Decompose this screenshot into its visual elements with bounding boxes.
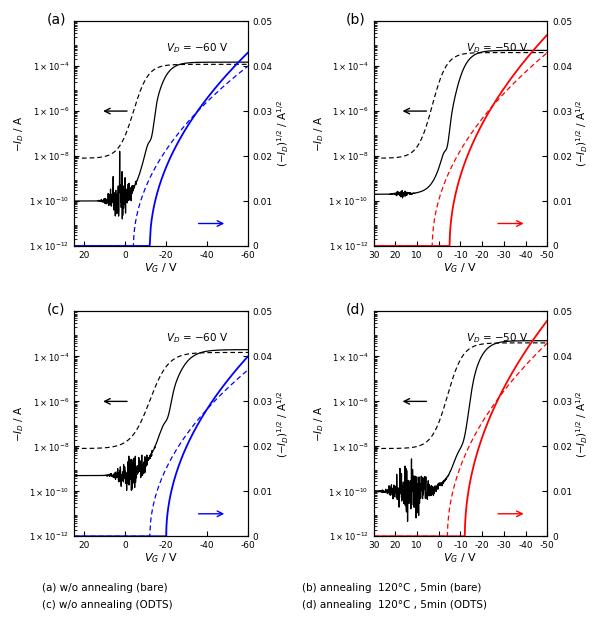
X-axis label: $V_G$ / V: $V_G$ / V bbox=[144, 261, 178, 275]
Text: $V_D$ = −50 V: $V_D$ = −50 V bbox=[466, 41, 528, 55]
X-axis label: $V_G$ / V: $V_G$ / V bbox=[443, 551, 478, 565]
Text: $V_D$ = −50 V: $V_D$ = −50 V bbox=[466, 332, 528, 345]
Text: (b) annealing  120°C , 5min (bare): (b) annealing 120°C , 5min (bare) bbox=[302, 583, 481, 593]
Text: (c): (c) bbox=[46, 302, 65, 316]
Text: (a) w/o annealing (bare): (a) w/o annealing (bare) bbox=[42, 583, 168, 593]
Y-axis label: $-I_D$ / A: $-I_D$ / A bbox=[13, 115, 27, 152]
Text: $V_D$ = −60 V: $V_D$ = −60 V bbox=[166, 332, 229, 345]
Y-axis label: $(-I_D)^{1/2}$ / A$^{1/2}$: $(-I_D)^{1/2}$ / A$^{1/2}$ bbox=[276, 100, 291, 167]
Y-axis label: $(-I_D)^{1/2}$ / A$^{1/2}$: $(-I_D)^{1/2}$ / A$^{1/2}$ bbox=[575, 390, 590, 457]
Text: (c) w/o annealing (ODTS): (c) w/o annealing (ODTS) bbox=[42, 600, 173, 610]
X-axis label: $V_G$ / V: $V_G$ / V bbox=[443, 261, 478, 275]
Text: $V_D$ = −60 V: $V_D$ = −60 V bbox=[166, 41, 229, 55]
Text: (a): (a) bbox=[46, 12, 66, 26]
Y-axis label: $(-I_D)^{1/2}$ / A$^{1/2}$: $(-I_D)^{1/2}$ / A$^{1/2}$ bbox=[276, 390, 291, 457]
Text: (d): (d) bbox=[346, 302, 365, 316]
Y-axis label: $-I_D$ / A: $-I_D$ / A bbox=[312, 405, 326, 442]
Y-axis label: $-I_D$ / A: $-I_D$ / A bbox=[312, 115, 326, 152]
Y-axis label: $-I_D$ / A: $-I_D$ / A bbox=[13, 405, 27, 442]
Text: (b): (b) bbox=[346, 12, 365, 26]
Text: (d) annealing  120°C , 5min (ODTS): (d) annealing 120°C , 5min (ODTS) bbox=[302, 600, 487, 610]
Y-axis label: $(-I_D)^{1/2}$ / A$^{1/2}$: $(-I_D)^{1/2}$ / A$^{1/2}$ bbox=[575, 100, 590, 167]
X-axis label: $V_G$ / V: $V_G$ / V bbox=[144, 551, 178, 565]
